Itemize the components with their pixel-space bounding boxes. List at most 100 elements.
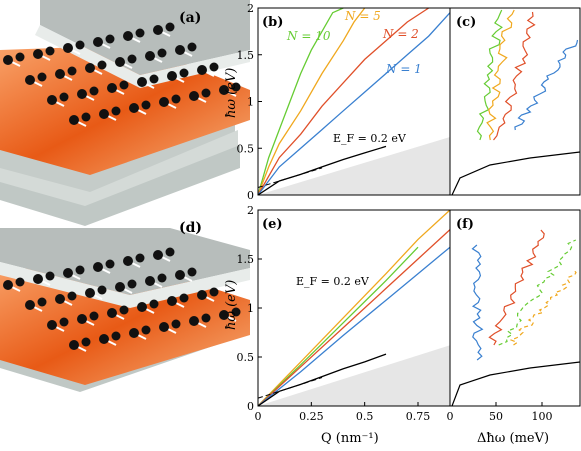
molecule-bead bbox=[69, 115, 79, 125]
panel-e: (e) 0 0.5 1 1.5 2 0 0.25 0.5 0.75 E_F = 0.2 eV bbox=[237, 204, 451, 423]
molecule-bead bbox=[33, 274, 43, 284]
y-tick-label: 1.5 bbox=[237, 253, 255, 266]
loss-curve bbox=[493, 11, 536, 141]
molecule-bead bbox=[81, 112, 91, 122]
label-n5: N = 5 bbox=[344, 9, 381, 23]
molecule-bead bbox=[47, 320, 57, 330]
y-tick-label: 0.5 bbox=[237, 142, 255, 155]
y-tick-label: 0 bbox=[247, 189, 254, 202]
y-tick-label: 0.5 bbox=[237, 351, 255, 364]
molecule-bead bbox=[37, 72, 47, 82]
molecule-bead bbox=[197, 290, 207, 300]
y-tick-label: 0 bbox=[247, 400, 254, 413]
molecule-bead bbox=[153, 25, 163, 35]
molecule-bead bbox=[89, 86, 99, 96]
panel-label-d: (d) bbox=[179, 220, 202, 236]
molecule-bead bbox=[67, 291, 77, 301]
panel-f: (f) 0 50 100 bbox=[447, 209, 581, 423]
x-tick-label: 0.75 bbox=[406, 410, 431, 423]
y-axis-label-top: ħω (eV) bbox=[224, 68, 239, 118]
molecule-bead bbox=[37, 297, 47, 307]
series-e-3 bbox=[257, 246, 451, 407]
x-tick-label: 100 bbox=[532, 410, 553, 423]
molecule-bead bbox=[141, 325, 151, 335]
molecule-bead bbox=[55, 69, 65, 79]
molecule-bead bbox=[93, 262, 103, 272]
panel-c: (c) bbox=[449, 7, 581, 196]
panel-label-b: (b) bbox=[262, 15, 283, 30]
illustration-a: (a) bbox=[0, 0, 250, 226]
molecule-bead bbox=[219, 310, 229, 320]
panel-b: (b) 0 0.5 1 1.5 2 N = 10 N = 5 N = 2 N = 1 E… bbox=[237, 2, 451, 202]
molecule-bead bbox=[179, 68, 189, 78]
molecule-bead bbox=[77, 314, 87, 324]
molecule-bead bbox=[165, 247, 175, 257]
molecule-bead bbox=[25, 75, 35, 85]
x-axis-label-right: Δħω (meV) bbox=[477, 431, 549, 446]
molecule-bead bbox=[137, 302, 147, 312]
molecule-bead bbox=[105, 34, 115, 44]
molecule-bead bbox=[97, 60, 107, 70]
light-cone-e bbox=[258, 345, 450, 406]
molecule-bead bbox=[157, 48, 167, 58]
x-tick-label: 50 bbox=[489, 410, 503, 423]
molecule-bead bbox=[135, 253, 145, 263]
molecule-bead bbox=[175, 45, 185, 55]
molecule-bead bbox=[149, 299, 159, 309]
x-tick-label: 0 bbox=[447, 410, 454, 423]
molecule-bead bbox=[107, 83, 117, 93]
series-b-2 bbox=[257, 7, 430, 196]
loss-curve bbox=[476, 9, 503, 141]
molecule-bead bbox=[75, 265, 85, 275]
molecule-bead bbox=[45, 271, 55, 281]
label-n10: N = 10 bbox=[286, 29, 331, 43]
y-tick-label: 2 bbox=[247, 2, 254, 15]
molecule-bead bbox=[167, 71, 177, 81]
molecule-bead bbox=[149, 74, 159, 84]
panel-label-c: (c) bbox=[456, 15, 476, 30]
loss-curve bbox=[471, 244, 484, 361]
illustration-d: (d) bbox=[0, 220, 250, 392]
molecule-bead bbox=[209, 62, 219, 72]
top-slab-a bbox=[40, 0, 250, 75]
molecule-bead bbox=[145, 51, 155, 61]
series-b-1 bbox=[257, 7, 366, 196]
graphene-loss-f bbox=[451, 361, 581, 407]
molecule-bead bbox=[45, 46, 55, 56]
molecule-bead bbox=[99, 334, 109, 344]
molecule-bead bbox=[157, 273, 167, 283]
molecule-bead bbox=[159, 322, 169, 332]
x-ticks-e: 0 0.25 0.5 0.75 bbox=[255, 402, 431, 423]
molecule-bead bbox=[93, 37, 103, 47]
series-e-1 bbox=[257, 246, 419, 407]
molecule-bead bbox=[15, 52, 25, 62]
molecule-bead bbox=[85, 63, 95, 73]
molecule-bead bbox=[141, 100, 151, 110]
x-tick-label: 0.25 bbox=[299, 410, 324, 423]
molecule-bead bbox=[47, 95, 57, 105]
molecule-bead bbox=[127, 279, 137, 289]
molecule-bead bbox=[135, 28, 145, 38]
molecule-bead bbox=[77, 89, 87, 99]
molecule-bead bbox=[59, 92, 69, 102]
molecule-bead bbox=[111, 331, 121, 341]
molecule-bead bbox=[201, 88, 211, 98]
molecule-bead bbox=[197, 65, 207, 75]
molecule-bead bbox=[187, 267, 197, 277]
y-ticks-b: 0 0.5 1 1.5 2 bbox=[237, 2, 262, 202]
molecule-bead bbox=[159, 97, 169, 107]
molecule-bead bbox=[187, 42, 197, 52]
loss-curve bbox=[488, 229, 545, 346]
molecule-bead bbox=[153, 250, 163, 260]
molecule-bead bbox=[129, 103, 139, 113]
loss-curve bbox=[514, 39, 579, 131]
x-tick-label: 0 bbox=[255, 410, 262, 423]
molecule-bead bbox=[119, 80, 129, 90]
molecule-bead bbox=[167, 296, 177, 306]
molecule-bead bbox=[59, 317, 69, 327]
molecule-bead bbox=[171, 319, 181, 329]
y-tick-label: 2 bbox=[247, 204, 254, 217]
molecule-bead bbox=[119, 305, 129, 315]
loss-curve bbox=[509, 269, 577, 346]
